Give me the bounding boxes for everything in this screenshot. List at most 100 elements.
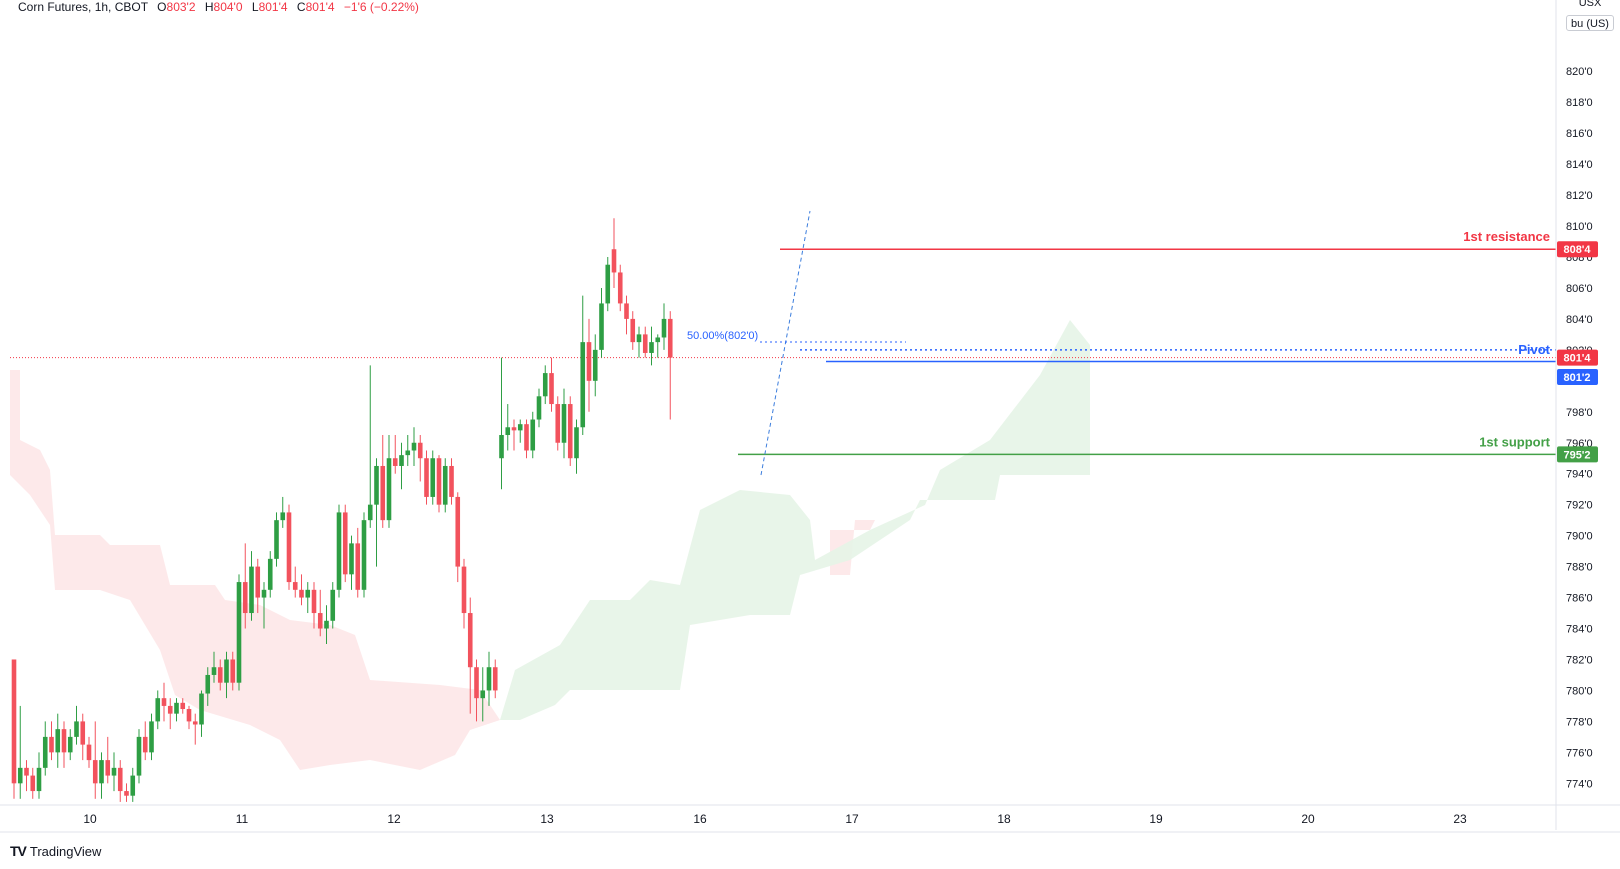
candle-body — [336, 512, 342, 590]
candle-body — [617, 272, 623, 304]
price-tick-label: 812'0 — [1566, 190, 1593, 202]
candle-body — [11, 659, 17, 784]
candle-body — [67, 736, 73, 753]
price-tick-label: 806'0 — [1566, 283, 1593, 295]
candle-body — [392, 458, 398, 466]
candle-body — [342, 512, 348, 575]
candle-body — [311, 589, 317, 614]
candle-body — [349, 543, 354, 575]
price-tick-label: 776'0 — [1566, 747, 1593, 759]
candle-body — [255, 566, 261, 598]
candle-body — [61, 729, 67, 753]
candle-body — [124, 791, 129, 796]
candle-body — [399, 455, 404, 466]
candle-body — [99, 760, 104, 784]
candle-body — [480, 690, 486, 699]
low-label: L — [251, 0, 259, 14]
price-tick-label: 798'0 — [1566, 407, 1593, 419]
candle-body — [417, 442, 423, 459]
candle-body — [136, 736, 142, 776]
support-price-tag: 795'2 — [1563, 449, 1590, 461]
resistance-price-tag-bg — [1557, 241, 1598, 258]
fib-trendline[interactable] — [760, 210, 811, 476]
candle-body — [24, 767, 29, 776]
candle-body — [149, 721, 154, 753]
candle-body — [386, 458, 392, 521]
bullish-cloud — [500, 320, 1090, 720]
candle-body — [217, 667, 223, 683]
change-value: −1'6 (−0.22%) — [343, 0, 419, 14]
price-axis[interactable]: 774'0 776'0 778'0 780'0 782'0 784'0 786'0 788'0… — [1555, 0, 1593, 830]
candle-body — [17, 767, 23, 784]
measure-unit[interactable]: bu (US) — [1566, 15, 1614, 31]
candle-body — [549, 373, 554, 405]
tradingview-logo-icon: TV — [10, 843, 27, 859]
support-resistance-levels[interactable]: 1st resistance Pivot 1st support — [738, 229, 1556, 456]
tradingview-logo[interactable]: TV TradingView — [10, 843, 101, 859]
candle-body — [605, 264, 611, 304]
candle-body — [324, 620, 329, 629]
candle-body — [299, 589, 304, 598]
open-value: 803'2 — [166, 0, 196, 14]
candle-body — [55, 729, 61, 753]
candle-body — [236, 582, 242, 683]
time-tick-label: 16 — [693, 812, 707, 826]
candle-body — [436, 458, 442, 505]
candle-body — [267, 558, 273, 590]
candle-body — [574, 427, 579, 459]
candle-body — [142, 736, 148, 753]
candle-body — [367, 504, 373, 521]
candle-body — [642, 334, 648, 353]
candle-body — [374, 465, 379, 505]
candle-body — [505, 427, 511, 436]
candle-body — [155, 698, 161, 722]
candle-body — [249, 566, 254, 614]
candle-body — [74, 721, 79, 737]
candle-body — [405, 450, 411, 456]
time-tick-label: 18 — [997, 812, 1011, 826]
open-label: O — [157, 0, 167, 14]
candle-body — [261, 589, 267, 598]
price-tick-label: 814'0 — [1566, 159, 1593, 171]
candle-body — [30, 775, 36, 792]
pivot-label: Pivot — [1518, 342, 1550, 357]
price-tick-label: 804'0 — [1566, 314, 1593, 326]
time-axis[interactable]: 10 11 12 13 16 17 18 19 20 23 — [0, 804, 1620, 833]
candle-body — [92, 760, 98, 784]
candle-body — [467, 613, 473, 668]
price-tick-label: 774'0 — [1566, 778, 1593, 790]
candle-body — [630, 318, 636, 343]
logo-text: TradingView — [29, 843, 102, 859]
candle-body — [586, 342, 592, 381]
price-tick-label: 780'0 — [1566, 685, 1593, 697]
candle-body — [186, 709, 192, 722]
price-tick-label: 820'0 — [1566, 66, 1593, 78]
time-tick-label: 20 — [1301, 812, 1315, 826]
candle-body — [580, 342, 586, 428]
price-tick-label: 788'0 — [1566, 562, 1593, 574]
candle-body — [492, 667, 498, 691]
time-tick-label: 12 — [387, 812, 401, 826]
candle-body — [330, 589, 336, 621]
candle-body — [499, 435, 504, 459]
symbol-name: Corn Futures, 1h, CBOT — [18, 0, 148, 14]
currency-unit[interactable]: USX — [1578, 0, 1602, 9]
resistance-label: 1st resistance — [1463, 229, 1550, 244]
price-tick-label: 792'0 — [1566, 500, 1593, 512]
price-tick-label: 778'0 — [1566, 716, 1593, 728]
resistance-price-tag: 808'4 — [1563, 244, 1591, 256]
last-price-tag-bg — [1557, 349, 1598, 366]
close-value: 801'4 — [305, 0, 335, 14]
candle-body — [361, 520, 367, 590]
candle-body — [542, 373, 548, 397]
candle-body — [636, 334, 642, 343]
time-tick-label: 13 — [540, 812, 554, 826]
candle-body — [611, 249, 617, 273]
candle-body — [274, 520, 279, 559]
candle-body — [667, 318, 673, 358]
candle-body — [517, 424, 523, 431]
candle-body — [536, 396, 542, 420]
fib-label: 50.00%(802'0) — [687, 330, 758, 342]
candle-body — [230, 659, 236, 683]
